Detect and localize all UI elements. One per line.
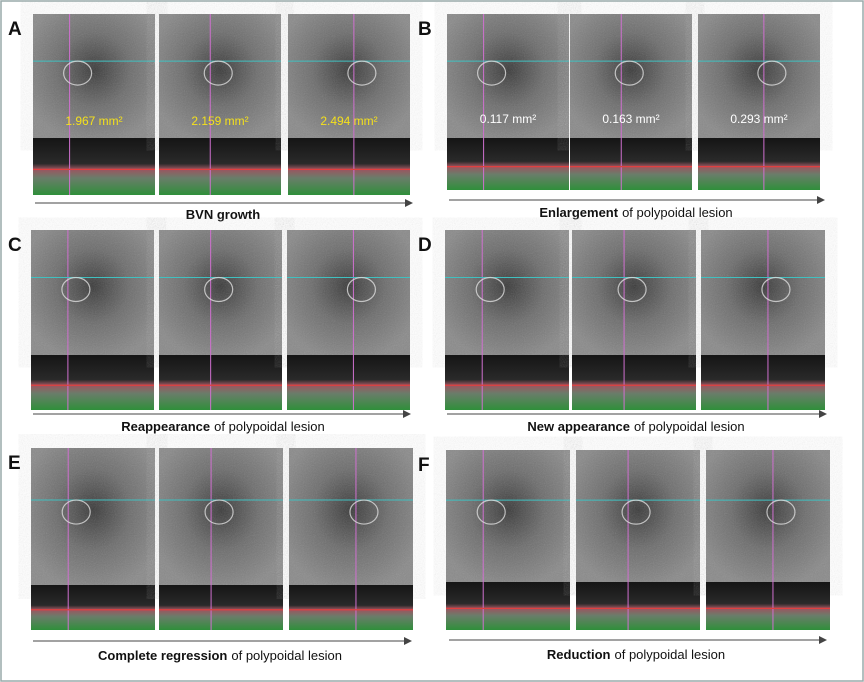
bscan-image: [698, 138, 820, 190]
image-noise: [33, 14, 155, 138]
image-noise: [287, 230, 410, 355]
lesion: [349, 499, 379, 525]
area-label: 2.159 mm²: [191, 114, 248, 128]
caption: New appearance of polypoidal lesion: [527, 419, 744, 434]
panel-letter: D: [418, 235, 432, 256]
bscan-image: [701, 355, 825, 410]
caption-rest: of polypoidal lesion: [214, 419, 325, 434]
caption: BVN growth: [186, 207, 260, 222]
image-noise: [159, 448, 283, 585]
caption-bold: Reduction: [547, 647, 611, 662]
caption-rest: of polypoidal lesion: [622, 205, 733, 220]
lesion: [203, 60, 233, 86]
bscan-image: [289, 585, 413, 630]
caption: Reduction of polypoidal lesion: [547, 647, 725, 662]
image-noise: [31, 230, 154, 355]
panel-letter: E: [8, 453, 21, 474]
lesion: [62, 60, 93, 86]
image-noise: [698, 14, 820, 138]
arrow-head: [404, 637, 412, 645]
lesion: [346, 276, 377, 303]
image-noise: [288, 14, 410, 138]
panel-letter: A: [8, 19, 22, 40]
area-label: 0.163 mm²: [602, 112, 659, 126]
lesion: [766, 499, 796, 525]
arrow-head: [819, 636, 827, 644]
caption-rest: of polypoidal lesion: [634, 419, 745, 434]
bscan-image: [288, 138, 410, 195]
panel-letter: F: [418, 455, 430, 476]
bscan-image: [446, 582, 570, 630]
lesion: [617, 276, 647, 303]
lesion: [61, 499, 91, 525]
arrow-head: [819, 410, 827, 418]
lesion: [476, 499, 506, 525]
caption-rest: of polypoidal lesion: [614, 647, 725, 662]
bscan-image: [576, 582, 700, 630]
image-noise: [572, 230, 696, 355]
caption: Complete regression of polypoidal lesion: [98, 648, 342, 663]
caption-bold: Reappearance: [121, 419, 210, 434]
lesion: [204, 499, 234, 525]
bscan-image: [287, 355, 410, 410]
caption: Reappearance of polypoidal lesion: [121, 419, 324, 434]
arrow-head: [817, 196, 825, 204]
area-label: 0.117 mm²: [480, 112, 536, 126]
image-noise: [701, 230, 825, 355]
caption: Enlargement of polypoidal lesion: [539, 205, 732, 220]
image-noise: [159, 230, 282, 355]
bscan-image: [159, 138, 281, 195]
bscan-image: [31, 355, 154, 410]
panel-letter: C: [8, 235, 22, 256]
lesion: [61, 276, 91, 303]
bscan-image: [572, 355, 696, 410]
area-label: 0.293 mm²: [730, 112, 787, 126]
bscan-image: [33, 138, 155, 195]
lesion: [614, 60, 644, 86]
lesion: [757, 60, 787, 86]
area-label: 2.494 mm²: [320, 114, 377, 128]
bscan-image: [31, 585, 155, 630]
bscan-image: [159, 355, 282, 410]
image-noise: [446, 450, 570, 582]
panel-letter: B: [418, 19, 432, 40]
bscan-image: [706, 582, 830, 630]
image-noise: [570, 14, 692, 138]
lesion: [477, 60, 507, 86]
area-label: 1.967 mm²: [65, 114, 122, 128]
image-noise: [576, 450, 700, 582]
arrow-head: [403, 410, 411, 418]
image-noise: [31, 448, 155, 585]
image-noise: [159, 14, 281, 138]
lesion: [347, 60, 377, 86]
caption-bold: Enlargement: [539, 205, 618, 220]
bscan-image: [447, 138, 569, 190]
image-noise: [447, 14, 569, 138]
bscan-image: [159, 585, 283, 630]
lesion: [621, 499, 651, 525]
caption-bold: BVN growth: [186, 207, 260, 222]
arrow-head: [405, 199, 413, 207]
image-noise: [445, 230, 569, 355]
caption-bold: Complete regression: [98, 648, 227, 663]
lesion: [475, 276, 505, 303]
caption-bold: New appearance: [527, 419, 630, 434]
lesion: [204, 276, 234, 303]
bscan-image: [570, 138, 692, 190]
caption-rest: of polypoidal lesion: [231, 648, 342, 663]
lesion: [761, 276, 791, 303]
bscan-image: [445, 355, 569, 410]
